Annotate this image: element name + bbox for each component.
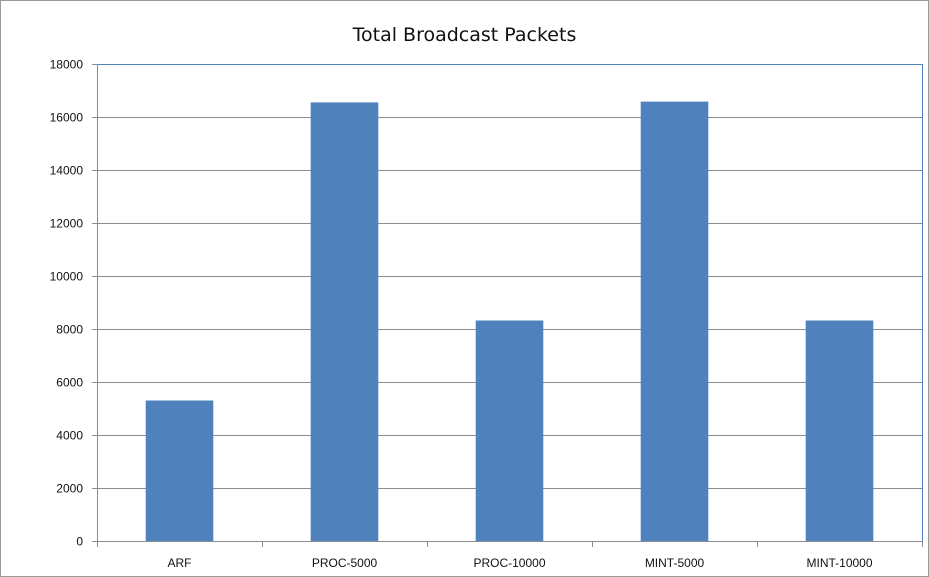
chart-title: Total Broadcast Packets [352,24,577,46]
bar-arf [145,400,214,541]
y-tick-label: 2000 [56,482,83,496]
x-tick-label: MINT-10000 [806,556,872,570]
x-tick-label: PROC-5000 [312,556,378,570]
y-tick-label: 6000 [56,376,83,390]
bars [145,101,874,542]
bar-proc-5000 [310,102,379,542]
bar-proc-10000 [475,320,544,541]
y-tick-label: 4000 [56,429,83,443]
x-tick-label: MINT-5000 [645,556,705,570]
y-tick-label: 10000 [50,270,84,284]
y-tick-label: 18000 [50,58,84,72]
y-tick-label: 14000 [50,164,84,178]
axes [92,64,923,547]
x-tick-label: PROC-10000 [473,556,545,570]
y-tick-label: 0 [76,535,83,549]
x-tick-label: ARF [168,556,192,570]
bar-mint-5000 [640,101,709,541]
bar-mint-10000 [805,320,874,541]
tick-labels: 0 2000 4000 6000 8000 10000 12000 14000 16000 180… [50,58,873,571]
y-tick-label: 8000 [56,323,83,337]
y-tick-label: 16000 [50,111,84,125]
y-tick-label: 12000 [50,217,84,231]
